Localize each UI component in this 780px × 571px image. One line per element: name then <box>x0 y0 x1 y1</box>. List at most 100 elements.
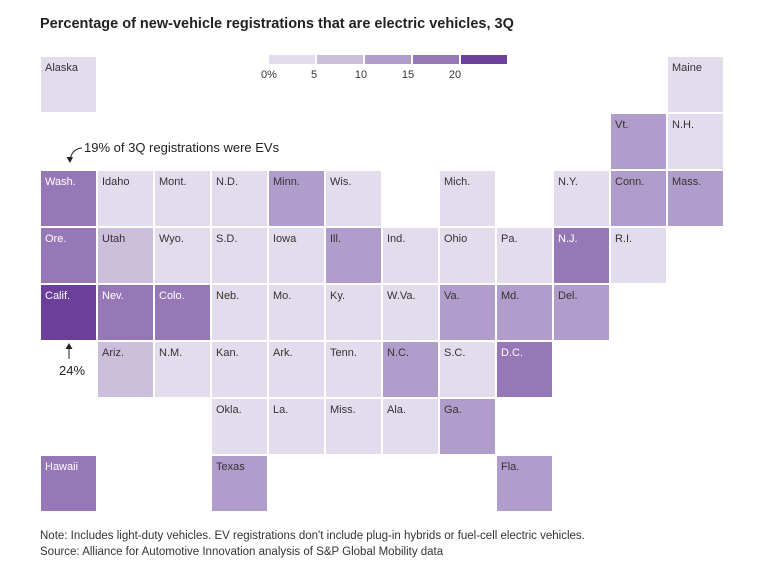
state-tile-nev: Nev. <box>98 285 153 340</box>
state-label: Ind. <box>387 233 406 245</box>
state-label: Neb. <box>216 290 240 302</box>
state-label: Mich. <box>444 176 471 188</box>
state-label: Ill. <box>330 233 341 245</box>
state-label: Conn. <box>615 176 645 188</box>
state-label: Nev. <box>102 290 124 302</box>
state-tile-ark: Ark. <box>269 342 324 397</box>
state-label: N.D. <box>216 176 238 188</box>
state-tile-kan: Kan. <box>212 342 267 397</box>
state-label: Idaho <box>102 176 130 188</box>
state-tile-texas: Texas <box>212 456 267 511</box>
state-tile-ri: R.I. <box>611 228 666 283</box>
state-label: Miss. <box>330 404 356 416</box>
washington-arrow-icon <box>66 147 83 163</box>
state-tile-alaska: Alaska <box>41 57 96 112</box>
state-tile-dc: D.C. <box>497 342 552 397</box>
state-tile-colo: Colo. <box>155 285 210 340</box>
legend-swatch-1 <box>317 55 363 64</box>
legend-label-0: 0% <box>261 69 277 81</box>
state-tile-tenn: Tenn. <box>326 342 381 397</box>
state-tile-del: Del. <box>554 285 609 340</box>
state-label: N.Y. <box>558 176 578 188</box>
state-label: Utah <box>102 233 126 245</box>
state-label: Ariz. <box>102 347 124 359</box>
state-tile-ariz: Ariz. <box>98 342 153 397</box>
state-label: Maine <box>672 62 702 74</box>
state-tile-mich: Mich. <box>440 171 495 226</box>
legend-swatch-4 <box>461 55 507 64</box>
state-label: Del. <box>558 290 578 302</box>
state-tile-idaho: Idaho <box>98 171 153 226</box>
state-label: Kan. <box>216 347 239 359</box>
state-label: Iowa <box>273 233 297 245</box>
state-label: Ohio <box>444 233 468 245</box>
state-label: Mont. <box>159 176 187 188</box>
state-tile-nh: N.H. <box>668 114 723 169</box>
state-tile-mass: Mass. <box>668 171 723 226</box>
state-tile-nc: N.C. <box>383 342 438 397</box>
state-tile-calif: Calif. <box>41 285 96 340</box>
state-label: Vt. <box>615 119 629 131</box>
california-annotation: 24% <box>59 363 86 378</box>
page-title: Percentage of new-vehicle registrations … <box>40 16 514 32</box>
state-label: R.I. <box>615 233 633 245</box>
state-tile-pa: Pa. <box>497 228 552 283</box>
state-label: N.M. <box>159 347 183 359</box>
state-tile-wva: W.Va. <box>383 285 438 340</box>
state-tile-wis: Wis. <box>326 171 381 226</box>
state-tile-neb: Neb. <box>212 285 267 340</box>
state-tile-minn: Minn. <box>269 171 324 226</box>
state-tile-maine: Maine <box>668 57 723 112</box>
state-tile-okla: Okla. <box>212 399 267 454</box>
washington-annotation: 19% of 3Q registrations were EVs <box>84 140 280 155</box>
state-tile-utah: Utah <box>98 228 153 283</box>
state-tile-va: Va. <box>440 285 495 340</box>
state-tile-vt: Vt. <box>611 114 666 169</box>
state-label: Md. <box>501 290 520 302</box>
state-tile-la: La. <box>269 399 324 454</box>
state-label: D.C. <box>501 347 523 359</box>
state-label: Pa. <box>501 233 518 245</box>
state-label: Mass. <box>672 176 702 188</box>
state-label: Minn. <box>273 176 300 188</box>
footer-source: Source: Alliance for Automotive Innovati… <box>40 546 444 558</box>
legend-swatch-0 <box>269 55 315 64</box>
state-label: Ark. <box>273 347 293 359</box>
state-label: Ala. <box>387 404 406 416</box>
state-tile-conn: Conn. <box>611 171 666 226</box>
state-label: Ky. <box>330 290 346 302</box>
state-label: Mo. <box>273 290 292 302</box>
state-label: Fla. <box>501 461 520 473</box>
state-tile-sc: S.C. <box>440 342 495 397</box>
state-label: Alaska <box>45 62 79 74</box>
legend-label-2: 10 <box>354 69 368 81</box>
state-label: W.Va. <box>387 290 416 302</box>
state-label: Colo. <box>159 290 185 302</box>
footer-note: Note: Includes light-duty vehicles. EV r… <box>40 530 585 542</box>
state-label: N.C. <box>387 347 409 359</box>
state-tile-ky: Ky. <box>326 285 381 340</box>
state-label: Hawaii <box>45 461 79 473</box>
legend-swatch-3 <box>413 55 459 64</box>
california-arrow-icon <box>65 343 73 359</box>
state-tile-mont: Mont. <box>155 171 210 226</box>
legend-label-1: 5 <box>310 69 318 81</box>
state-tile-fla: Fla. <box>497 456 552 511</box>
state-label: Va. <box>444 290 460 302</box>
state-label: Wis. <box>330 176 352 188</box>
state-label: N.J. <box>558 233 578 245</box>
state-label: Ore. <box>45 233 67 245</box>
state-label: La. <box>273 404 289 416</box>
state-tile-ore: Ore. <box>41 228 96 283</box>
state-tile-ohio: Ohio <box>440 228 495 283</box>
state-tile-iowa: Iowa <box>269 228 324 283</box>
state-tile-wash: Wash. <box>41 171 96 226</box>
state-label: N.H. <box>672 119 694 131</box>
state-label: Calif. <box>45 290 71 302</box>
state-tile-sd: S.D. <box>212 228 267 283</box>
state-tile-ind: Ind. <box>383 228 438 283</box>
state-label: Okla. <box>216 404 242 416</box>
state-tile-ga: Ga. <box>440 399 495 454</box>
state-tile-nd: N.D. <box>212 171 267 226</box>
state-label: S.D. <box>216 233 238 245</box>
